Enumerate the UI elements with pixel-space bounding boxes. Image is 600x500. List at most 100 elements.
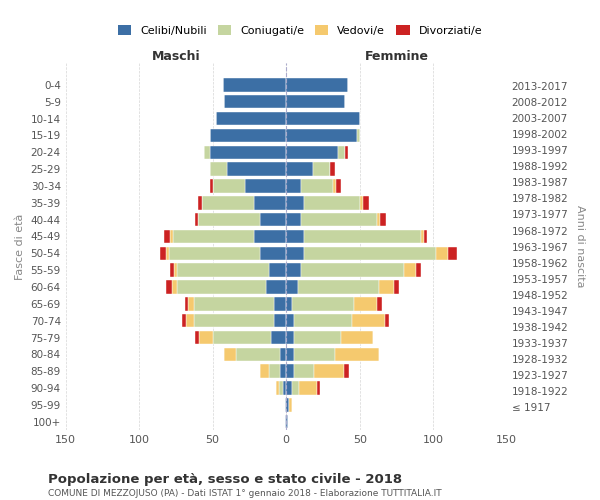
Bar: [286, 162, 313, 176]
Bar: [286, 213, 301, 226]
Bar: [360, 196, 362, 209]
Bar: [280, 364, 286, 378]
Bar: [285, 398, 286, 411]
Bar: [260, 213, 286, 226]
Bar: [274, 297, 286, 310]
Bar: [212, 331, 271, 344]
Bar: [254, 196, 286, 209]
Bar: [164, 230, 170, 243]
Text: Popolazione per età, sesso e stato civile - 2018: Popolazione per età, sesso e stato civil…: [48, 472, 402, 486]
Bar: [286, 348, 293, 361]
Bar: [199, 331, 212, 344]
Bar: [286, 95, 345, 108]
Text: Femmine: Femmine: [364, 50, 428, 63]
Bar: [301, 213, 377, 226]
Bar: [279, 382, 283, 395]
Bar: [276, 382, 279, 395]
Bar: [293, 314, 352, 328]
Bar: [274, 314, 286, 328]
Bar: [436, 246, 448, 260]
Bar: [286, 331, 293, 344]
Bar: [224, 348, 236, 361]
Bar: [172, 280, 178, 293]
Bar: [286, 415, 287, 428]
Bar: [301, 179, 333, 192]
Bar: [185, 297, 188, 310]
Bar: [286, 179, 301, 192]
Bar: [301, 264, 404, 277]
Bar: [198, 196, 202, 209]
Bar: [173, 230, 254, 243]
Bar: [182, 314, 186, 328]
Bar: [254, 230, 286, 243]
Bar: [336, 179, 341, 192]
Bar: [335, 348, 379, 361]
Bar: [175, 264, 178, 277]
Bar: [286, 128, 357, 142]
Bar: [394, 280, 400, 293]
Text: Maschi: Maschi: [152, 50, 200, 63]
Bar: [286, 382, 292, 395]
Bar: [313, 162, 331, 176]
Bar: [271, 331, 286, 344]
Bar: [194, 297, 274, 310]
Bar: [286, 246, 304, 260]
Bar: [289, 398, 292, 411]
Bar: [178, 264, 269, 277]
Legend: Celibi/Nubili, Coniugati/e, Vedovi/e, Divorziati/e: Celibi/Nubili, Coniugati/e, Vedovi/e, Di…: [113, 20, 487, 40]
Bar: [224, 95, 286, 108]
Bar: [236, 348, 280, 361]
Bar: [317, 382, 320, 395]
Bar: [210, 162, 227, 176]
Bar: [293, 364, 314, 378]
Bar: [333, 179, 336, 192]
Bar: [362, 196, 368, 209]
Bar: [341, 331, 373, 344]
Bar: [298, 280, 379, 293]
Bar: [166, 246, 169, 260]
Bar: [286, 230, 304, 243]
Bar: [215, 112, 286, 126]
Bar: [404, 264, 416, 277]
Bar: [170, 264, 175, 277]
Bar: [379, 280, 394, 293]
Bar: [204, 146, 210, 159]
Bar: [286, 314, 293, 328]
Bar: [286, 146, 338, 159]
Bar: [202, 196, 254, 209]
Bar: [210, 179, 212, 192]
Bar: [286, 196, 304, 209]
Y-axis label: Anni di nascita: Anni di nascita: [575, 206, 585, 288]
Bar: [304, 196, 360, 209]
Bar: [227, 162, 286, 176]
Bar: [212, 179, 245, 192]
Bar: [210, 146, 286, 159]
Bar: [344, 364, 349, 378]
Bar: [345, 146, 348, 159]
Bar: [286, 297, 292, 310]
Bar: [331, 162, 335, 176]
Bar: [286, 78, 348, 92]
Bar: [195, 331, 199, 344]
Bar: [377, 297, 382, 310]
Bar: [293, 331, 341, 344]
Bar: [338, 146, 345, 159]
Y-axis label: Fasce di età: Fasce di età: [15, 214, 25, 280]
Bar: [260, 364, 269, 378]
Bar: [210, 128, 286, 142]
Bar: [186, 314, 194, 328]
Bar: [421, 230, 424, 243]
Bar: [354, 297, 377, 310]
Bar: [292, 297, 354, 310]
Bar: [304, 246, 436, 260]
Bar: [416, 264, 421, 277]
Bar: [285, 415, 286, 428]
Bar: [160, 246, 166, 260]
Bar: [269, 364, 280, 378]
Bar: [280, 348, 286, 361]
Bar: [424, 230, 427, 243]
Bar: [198, 213, 260, 226]
Bar: [286, 398, 289, 411]
Bar: [245, 179, 286, 192]
Bar: [283, 382, 286, 395]
